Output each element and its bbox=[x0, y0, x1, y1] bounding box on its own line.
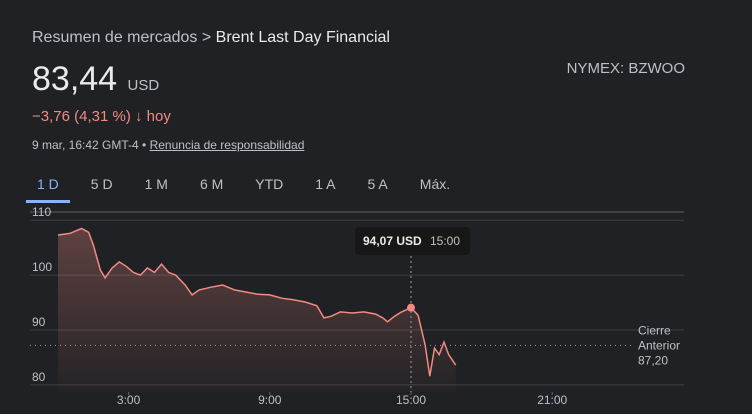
change-row: −3,76 (4,31 %) ↓ hoy bbox=[32, 108, 171, 125]
y-tick-label: 100 bbox=[32, 260, 52, 274]
breadcrumb-separator: > bbox=[201, 29, 212, 46]
y-tick-label: 90 bbox=[32, 315, 46, 329]
prev-close-label: Anterior bbox=[638, 338, 680, 352]
range-tab[interactable]: YTD bbox=[255, 176, 284, 192]
breadcrumb-current: Brent Last Day Financial bbox=[215, 29, 390, 46]
disclaimer-link[interactable]: Renuncia de responsabilidad bbox=[149, 138, 305, 152]
price-row: 83,44 USD bbox=[32, 60, 159, 99]
range-tab[interactable]: Máx. bbox=[419, 176, 451, 192]
x-tick-label: 15:00 bbox=[396, 393, 426, 407]
change: −3,76 (4,31 %) bbox=[32, 108, 131, 125]
range-tab[interactable]: 1 A bbox=[315, 176, 336, 192]
y-tick-label: 80 bbox=[32, 370, 46, 384]
tooltip-time: 15:00 bbox=[430, 234, 460, 248]
range-tab[interactable]: 5 A bbox=[367, 176, 388, 192]
x-tick-label: 21:00 bbox=[537, 393, 567, 407]
tooltip-value: 94,07 USD bbox=[363, 234, 422, 248]
timestamp-row: 9 mar, 16:42 GMT-4 • Renuncia de respons… bbox=[32, 138, 304, 152]
price: 83,44 bbox=[32, 60, 118, 98]
tooltip-box bbox=[355, 227, 470, 255]
range-tabs: 1 D 5 D 1 M 6 M YTD 1 A 5 A Máx. bbox=[26, 170, 471, 203]
range-tab[interactable]: 1 M bbox=[144, 176, 168, 192]
ticker: NYMEX: BZWOO bbox=[566, 60, 685, 77]
tooltip-marker bbox=[407, 303, 416, 312]
range-tab[interactable]: 6 M bbox=[199, 176, 224, 192]
x-tick-label: 3:00 bbox=[117, 393, 141, 407]
range-tab[interactable]: 5 D bbox=[90, 176, 113, 192]
x-tick-label: 9:00 bbox=[258, 393, 282, 407]
timestamp: 9 mar, 16:42 GMT-4 • bbox=[32, 138, 147, 152]
change-arrow: ↓ bbox=[134, 108, 143, 125]
currency: USD bbox=[127, 77, 160, 94]
change-period: hoy bbox=[146, 108, 171, 125]
breadcrumb-root[interactable]: Resumen de mercados bbox=[32, 29, 198, 46]
range-tab[interactable]: 1 D bbox=[26, 170, 70, 203]
breadcrumb: Resumen de mercados > Brent Last Day Fin… bbox=[32, 29, 390, 47]
y-tick-label: 110 bbox=[32, 205, 51, 219]
prev-close-label: Cierre bbox=[638, 323, 671, 337]
prev-close-value: 87,20 bbox=[638, 353, 668, 367]
